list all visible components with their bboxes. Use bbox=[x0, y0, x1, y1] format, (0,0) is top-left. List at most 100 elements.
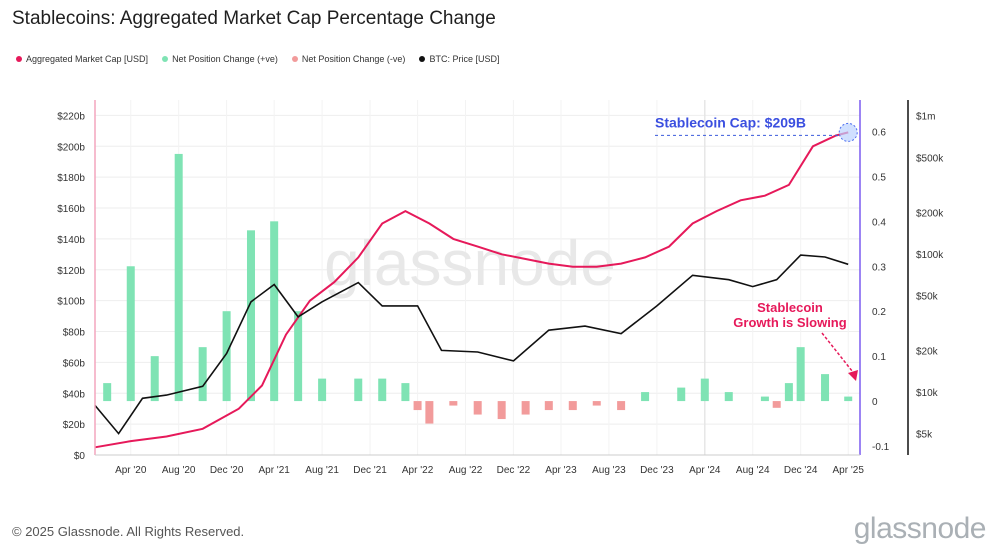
bar-positive bbox=[821, 374, 830, 402]
y-left-tick-label: $140b bbox=[57, 235, 85, 246]
legend-marker-positive bbox=[162, 56, 169, 62]
x-tick-label: Dec '22 bbox=[497, 465, 531, 476]
bar-positive bbox=[401, 383, 410, 402]
x-tick-label: Aug '20 bbox=[162, 465, 196, 476]
bar-positive bbox=[174, 153, 183, 402]
y-left-tick-label: $220b bbox=[57, 111, 85, 122]
bar-negative bbox=[425, 401, 434, 424]
bar-positive bbox=[760, 396, 769, 402]
x-tick-label: Aug '22 bbox=[449, 465, 483, 476]
y-left-tick-label: $80b bbox=[63, 328, 86, 339]
y-price-tick-label: $200k bbox=[916, 208, 944, 219]
x-tick-label: Apr '25 bbox=[833, 465, 865, 476]
growth-arrow bbox=[821, 332, 857, 377]
legend-item-negative-change[interactable]: Net Position Change (-ve) bbox=[291, 54, 406, 64]
y-left-tick-label: $20b bbox=[63, 420, 86, 431]
chart-title: Stablecoins: Aggregated Market Cap Perce… bbox=[12, 8, 496, 29]
x-tick-label: Apr '22 bbox=[402, 465, 434, 476]
bar-negative bbox=[568, 401, 577, 411]
x-tick-label: Apr '20 bbox=[115, 465, 147, 476]
y-left-tick-label: $120b bbox=[57, 266, 85, 277]
bar-negative bbox=[413, 401, 422, 411]
bar-positive bbox=[150, 356, 159, 402]
bar-negative bbox=[772, 401, 781, 408]
watermark: glassnode bbox=[324, 227, 616, 299]
x-tick-label: Apr '23 bbox=[545, 465, 577, 476]
legend-label: BTC: Price [USD] bbox=[429, 54, 500, 64]
y-price-tick-label: $50k bbox=[916, 291, 939, 302]
y-price-tick-label: $500k bbox=[916, 153, 944, 164]
bar-positive bbox=[126, 266, 135, 402]
x-tick-label: Apr '21 bbox=[258, 465, 290, 476]
x-tick-label: Aug '24 bbox=[736, 465, 770, 476]
bar-positive bbox=[354, 378, 363, 402]
x-tick-label: Dec '24 bbox=[784, 465, 818, 476]
bar-negative bbox=[521, 401, 530, 415]
growth-arrow-head bbox=[848, 370, 858, 381]
x-tick-label: Dec '21 bbox=[353, 465, 387, 476]
legend-marker-negative bbox=[291, 56, 298, 62]
y-price-tick-label: $20k bbox=[916, 346, 939, 357]
bar-positive bbox=[724, 392, 733, 402]
growth-annotation-line1: Stablecoin bbox=[757, 300, 823, 315]
legend-item-market-cap[interactable]: Aggregated Market Cap [USD] bbox=[16, 54, 148, 64]
legend-item-btc-price[interactable]: BTC: Price [USD] bbox=[419, 54, 499, 64]
market-cap-line bbox=[94, 131, 849, 449]
bar-positive bbox=[677, 387, 686, 402]
y-pct-tick-label: 0.6 bbox=[872, 127, 886, 138]
y-left-tick-label: $0 bbox=[74, 451, 86, 462]
y-price-tick-label: $10k bbox=[916, 388, 939, 399]
bar-negative bbox=[544, 401, 553, 411]
bar-negative bbox=[449, 401, 458, 406]
y-pct-tick-label: 0.4 bbox=[872, 217, 886, 228]
btc-price-line bbox=[94, 254, 849, 435]
net-position-bars bbox=[103, 153, 853, 424]
y-pct-tick-label: -0.1 bbox=[872, 442, 890, 453]
bar-positive bbox=[318, 378, 327, 402]
bar-positive bbox=[246, 230, 255, 402]
y-pct-tick-label: 0 bbox=[872, 397, 878, 408]
x-tick-label: Aug '23 bbox=[592, 465, 626, 476]
legend-item-positive-change[interactable]: Net Position Change (+ve) bbox=[162, 54, 278, 64]
legend-marker-market-cap bbox=[16, 56, 22, 62]
bar-negative bbox=[473, 401, 482, 415]
bar-positive bbox=[103, 383, 112, 402]
y-left-tick-label: $100b bbox=[57, 297, 85, 308]
bar-negative bbox=[497, 401, 506, 420]
growth-annotation-line2: Growth is Slowing bbox=[733, 315, 846, 330]
legend-marker-btc bbox=[419, 56, 426, 62]
y-pct-tick-label: 0.2 bbox=[872, 307, 886, 318]
bar-positive bbox=[641, 392, 650, 402]
x-tick-label: Dec '23 bbox=[640, 465, 674, 476]
y-price-tick-label: $5k bbox=[916, 430, 933, 441]
bar-positive bbox=[784, 383, 793, 402]
bar-positive bbox=[700, 378, 709, 402]
y-price-tick-label: $1m bbox=[916, 112, 935, 123]
y-left-tick-label: $200b bbox=[57, 142, 85, 153]
bar-positive bbox=[378, 378, 387, 402]
bar-positive bbox=[844, 396, 853, 402]
y-left-tick-label: $160b bbox=[57, 204, 85, 215]
legend-label: Aggregated Market Cap [USD] bbox=[26, 54, 149, 64]
bar-positive bbox=[270, 221, 279, 402]
y-pct-tick-label: 0.5 bbox=[872, 172, 886, 183]
y-pct-tick-label: 0.1 bbox=[872, 352, 886, 363]
bar-positive bbox=[796, 347, 805, 402]
y-pct-tick-label: 0.3 bbox=[872, 262, 886, 273]
x-tick-label: Apr '24 bbox=[689, 465, 721, 476]
brand-logo: glassnode bbox=[853, 512, 987, 545]
legend-label: Net Position Change (-ve) bbox=[301, 54, 406, 64]
y-price-tick-label: $100k bbox=[916, 250, 944, 261]
highlight-circle bbox=[838, 122, 858, 142]
bar-positive bbox=[222, 311, 231, 402]
x-tick-label: Dec '20 bbox=[210, 465, 244, 476]
legend-label: Net Position Change (+ve) bbox=[172, 54, 278, 64]
legend: Aggregated Market Cap [USD] Net Position… bbox=[16, 54, 499, 64]
copyright: © 2025 Glassnode. All Rights Reserved. bbox=[12, 524, 245, 539]
axes: $0 $20b $40b $60b $80b $100b $120b $140b $160b $1… bbox=[57, 100, 944, 476]
bar-negative bbox=[592, 401, 601, 406]
bar-positive bbox=[198, 347, 207, 402]
y-left-tick-label: $60b bbox=[63, 358, 86, 369]
